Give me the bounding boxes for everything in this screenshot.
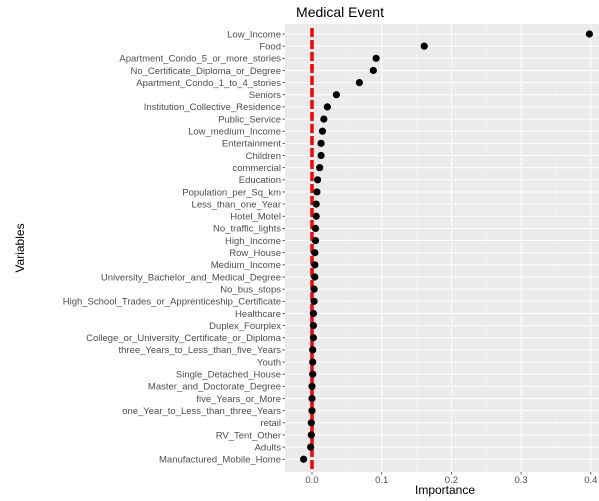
data-points (300, 30, 594, 463)
data-point (313, 188, 321, 196)
y-tick-label: College_or_University_Certificate_or_Dip… (86, 333, 282, 344)
plot-panel (285, 24, 599, 472)
y-tick-label: University_Bachelor_and_Medical_Degree (101, 272, 281, 283)
y-tick-label: Low_medium_Income (188, 127, 281, 138)
y-tick-label: Population_per_Sq_km (182, 187, 281, 198)
x-tick-label: 0.4 (584, 475, 597, 486)
y-tick-label: Institution_Collective_Residence (144, 102, 281, 113)
data-point (310, 285, 318, 293)
y-tick-label: No_Certificate_Diploma_or_Degree (131, 66, 282, 77)
data-point (300, 455, 308, 463)
y-tick-label: Hotel_Motel (230, 212, 281, 223)
data-point (316, 164, 324, 172)
data-point (309, 322, 317, 330)
y-tick-label: Entertainment (222, 139, 282, 150)
data-point (308, 394, 316, 403)
data-point (309, 346, 317, 354)
y-tick-label: No_bus_stops (220, 284, 281, 295)
data-point (317, 151, 325, 160)
data-point (311, 224, 320, 232)
data-point (311, 236, 320, 245)
data-point (311, 249, 319, 257)
data-point (372, 54, 380, 62)
data-point (307, 443, 315, 451)
y-tick-label: five_Years_or_More (196, 394, 281, 405)
data-point (309, 358, 317, 366)
data-point (318, 127, 327, 135)
data-point (307, 431, 315, 439)
y-tick-label: three_Years_to_Less_than_five_Years (118, 345, 281, 356)
y-tick-label: Seniors (249, 90, 281, 101)
y-tick-label: commercial (232, 163, 281, 174)
data-point (309, 334, 317, 342)
y-tick-label: one_Year_to_Less_than_three_Years (122, 406, 281, 417)
y-tick-label: Youth (257, 357, 281, 368)
x-tick-label: 0.2 (445, 475, 458, 486)
y-tick-label: Less_than_one_Year (192, 199, 281, 210)
y-tick-label: Apartment_Condo_1_to_4_stories (136, 78, 281, 89)
data-point (313, 176, 322, 184)
y-axis-title: Variables (13, 223, 27, 272)
data-point (355, 79, 363, 87)
data-point (308, 407, 316, 415)
data-point (369, 66, 377, 75)
data-point (420, 42, 428, 50)
y-tick-label: RV_Tent_Other (216, 430, 281, 441)
y-tick-label: Adults (255, 442, 282, 453)
y-tick-label: Food (259, 41, 281, 52)
x-axis-title: Importance (415, 483, 475, 497)
grid-lines (285, 24, 599, 472)
y-tick-label: Children (246, 151, 281, 162)
data-point (311, 261, 319, 269)
x-tick-label: 0.3 (514, 475, 527, 486)
y-tick-label: retail (260, 418, 281, 429)
y-tick-label: Duplex_Fourplex (209, 321, 281, 332)
data-point (585, 30, 594, 38)
data-point (312, 212, 320, 220)
x-tick-label: 0.1 (375, 475, 388, 486)
x-tick-labels: 0.0 0.1 0.2 0.3 0.4 (305, 472, 597, 486)
data-point (309, 309, 317, 318)
data-point (310, 297, 318, 305)
y-tick-label: Low_Income (227, 29, 281, 40)
y-tick-label: No_traffic_lights (213, 224, 281, 235)
y-tick-label: Master_and_Doctorate_Degree (148, 382, 281, 393)
chart-title: Medical Event (296, 4, 384, 20)
y-tick-label: Education (239, 175, 281, 186)
y-tick-label: High_School_Trades_or_Apprenticeship_Cer… (63, 297, 281, 308)
data-point (309, 370, 317, 378)
y-tick-label: Medium_Income (211, 260, 281, 271)
y-tick-label: Single_Detached_House (176, 370, 281, 381)
data-point (307, 419, 315, 427)
x-tick-label: 0.0 (305, 475, 318, 486)
y-tick-label: Apartment_Condo_5_or_more_stories (119, 54, 281, 65)
data-point (320, 115, 328, 123)
data-point (312, 200, 320, 208)
data-point (311, 273, 319, 281)
y-tick-label: Manufactured_Mobile_Home (159, 455, 281, 466)
y-tick-label: High_Income (225, 236, 281, 247)
data-point (323, 103, 331, 111)
data-point (332, 91, 340, 99)
y-tick-label: Public_Service (218, 114, 281, 125)
y-tick-label: Healthcare (235, 309, 281, 320)
data-point (317, 139, 325, 147)
data-point (308, 382, 316, 390)
y-tick-label: Row_House (229, 248, 281, 259)
